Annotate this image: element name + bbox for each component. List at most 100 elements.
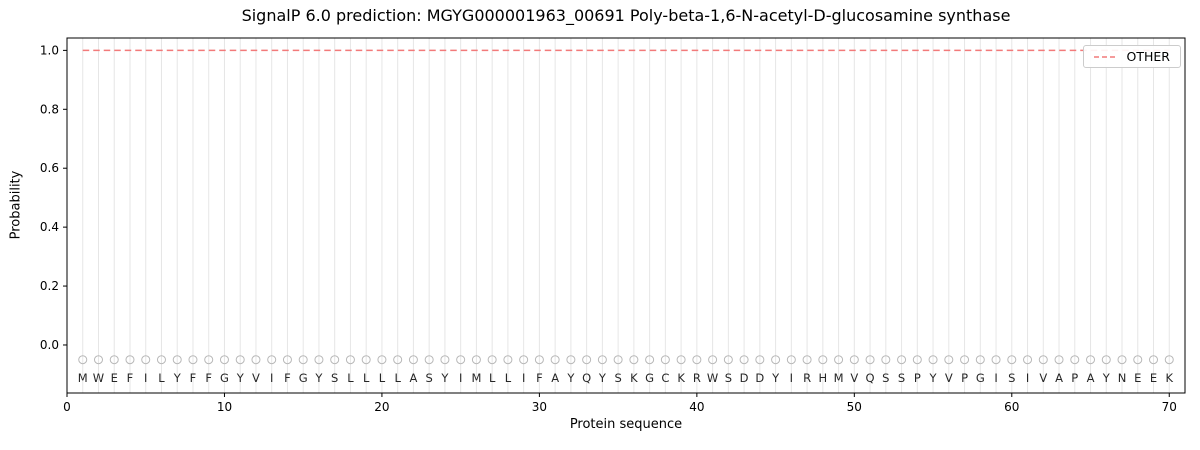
sequence-letter: E (1150, 371, 1157, 385)
chart-title: SignalP 6.0 prediction: MGYG000001963_00… (241, 6, 1011, 25)
residue-marker-icon (1164, 355, 1174, 365)
sequence-letter: D (740, 371, 749, 385)
grid-lines (82, 38, 1170, 393)
residue-marker-icon (676, 355, 686, 365)
x-axis-label: Protein sequence (569, 417, 683, 432)
residue-marker-icon (912, 355, 922, 365)
sequence-letter: W (93, 371, 104, 385)
y-ticks: 0.0 0.2 0.4 0.6 0.8 1.0 (40, 43, 67, 352)
residue-marker-icon (172, 355, 182, 365)
residue-marker-icon (1133, 355, 1143, 365)
sequence-letter: F (190, 371, 197, 385)
residue-marker-icon (93, 355, 103, 365)
sequence-letter: S (898, 371, 905, 385)
residue-marker-icon (1101, 355, 1111, 365)
sequence-letter: L (379, 371, 386, 385)
sequence-letter: Y (771, 371, 780, 385)
legend: OTHER (1082, 45, 1181, 68)
sequence-letter: L (394, 371, 401, 385)
residue-marker-icon (834, 355, 844, 365)
sequence-letter: G (299, 371, 308, 385)
sequence-letter: Y (314, 371, 323, 385)
sequence-letter: I (522, 371, 525, 385)
sequence-letter: N (1118, 371, 1127, 385)
sequence-letter: V (1039, 371, 1047, 385)
y-tick-label: 0.0 (40, 338, 59, 352)
sequence-letter: K (630, 371, 638, 385)
sequence-letter: Y (566, 371, 575, 385)
sequence-letter: G (645, 371, 654, 385)
sequence-letter: W (707, 371, 718, 385)
axis-frame (66, 37, 1186, 394)
residue-marker-icon (408, 355, 418, 365)
y-tick-label: 0.2 (40, 279, 59, 293)
sequence-letter: H (819, 371, 828, 385)
sequence-letter: I (459, 371, 462, 385)
residue-marker-icon (377, 355, 387, 365)
sequence-letter: L (363, 371, 370, 385)
residue-marker-icon (345, 355, 355, 365)
x-tick-label: 0 (63, 400, 71, 414)
residue-marker-icon (1149, 355, 1159, 365)
residue-marker-icon (235, 355, 245, 365)
sequence-letter: R (693, 371, 701, 385)
sequence-letter: Y (598, 371, 607, 385)
residue-marker-icon (944, 355, 954, 365)
residue-marker-icon (471, 355, 481, 365)
sequence-letter: L (489, 371, 496, 385)
residue-marker-icon (456, 355, 466, 365)
sequence-letter: Q (866, 371, 875, 385)
sequence-letter: Q (582, 371, 591, 385)
sequence-letter: R (803, 371, 811, 385)
residue-marker-icon (204, 355, 214, 365)
sequence-letter: S (426, 371, 433, 385)
sequence-letter: A (1055, 371, 1063, 385)
sequence-letter: P (914, 371, 921, 385)
sequence-letter: E (1134, 371, 1141, 385)
x-tick-label: 10 (217, 400, 232, 414)
x-ticks: 0 10 20 30 40 50 60 70 (63, 393, 1177, 414)
sequence-letter: F (205, 371, 212, 385)
residue-marker-icon (1086, 355, 1096, 365)
residue-marker-icon (818, 355, 828, 365)
residue-marker-icon (109, 355, 119, 365)
residue-marker-icon (519, 355, 529, 365)
residue-marker-icon (125, 355, 135, 365)
x-tick-label: 60 (1004, 400, 1019, 414)
y-tick-label: 0.8 (40, 102, 59, 116)
residue-marker-icon (393, 355, 403, 365)
sequence-letter: L (505, 371, 512, 385)
sequence-letter: P (961, 371, 968, 385)
sequence-letter: Y (1102, 371, 1111, 385)
sequence-letter: F (536, 371, 543, 385)
residue-marker-icon (960, 355, 970, 365)
residue-marker-icon (1054, 355, 1064, 365)
residue-marker-icon (802, 355, 812, 365)
sequence-letter: K (677, 371, 685, 385)
sequence-letter: V (850, 371, 858, 385)
legend-other-line-sample (1093, 55, 1118, 58)
residue-marker-icon (1007, 355, 1017, 365)
residue-marker-icon (503, 355, 513, 365)
residue-marker-icon (708, 355, 718, 365)
sequence-letter: Y (929, 371, 938, 385)
residue-marker-icon (251, 355, 261, 365)
residue-marker-icon (755, 355, 765, 365)
residue-marker-icon (188, 355, 198, 365)
sequence-letter: S (614, 371, 621, 385)
residue-marker-icon (645, 355, 655, 365)
sequence-letter: S (725, 371, 732, 385)
residue-marker-icon (1070, 355, 1080, 365)
x-tick-label: 30 (532, 400, 547, 414)
sequence-letter: I (790, 371, 793, 385)
sequence-letter: M (471, 371, 481, 385)
residue-marker-icon (219, 355, 229, 365)
residue-marker-icon (78, 355, 88, 365)
residue-marker-icon (928, 355, 938, 365)
residue-marker-icon (440, 355, 450, 365)
sequence-letter: P (1071, 371, 1078, 385)
residue-marker-icon (582, 355, 592, 365)
